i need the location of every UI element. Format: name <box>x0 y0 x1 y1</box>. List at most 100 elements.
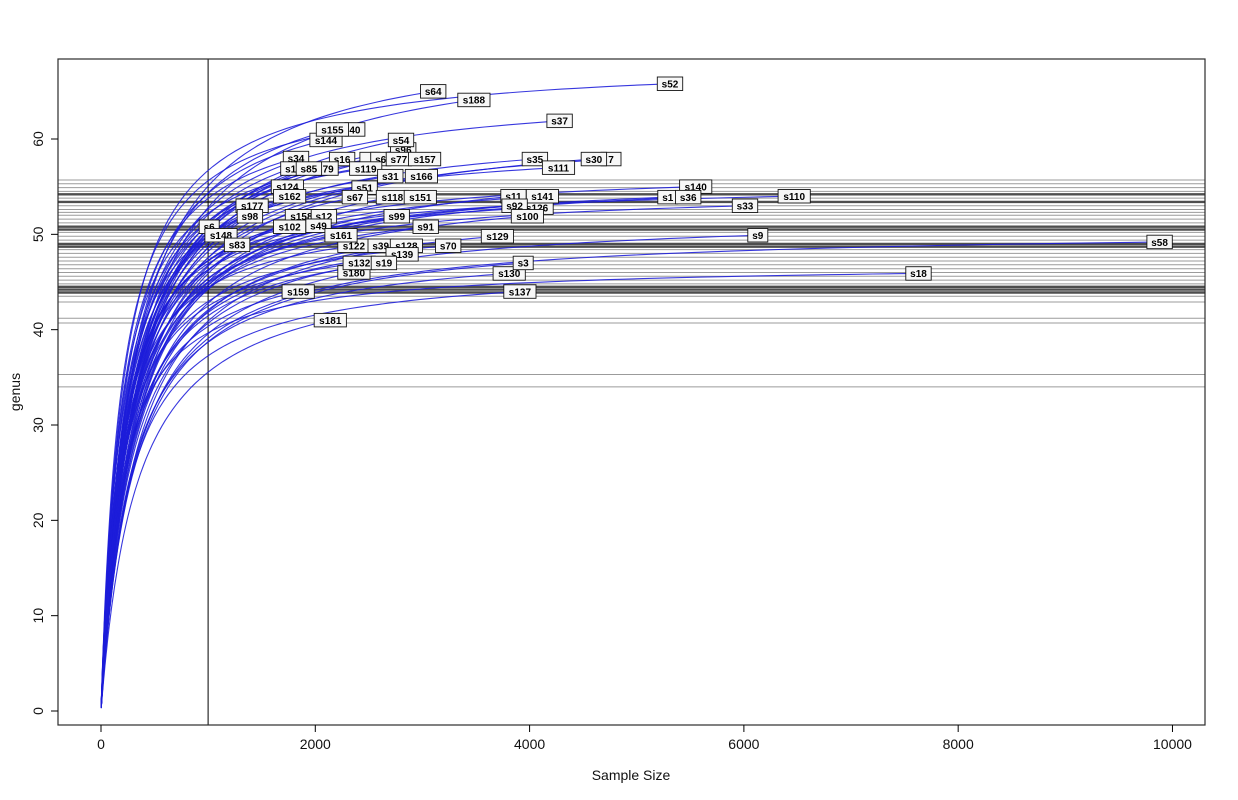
rarefaction-curve-s36 <box>100 196 689 708</box>
y-axis: 0 10 20 30 40 50 60 <box>30 131 58 715</box>
sample-label-s181: s181 <box>313 312 347 328</box>
sample-label-s77: s77 <box>385 151 413 167</box>
sample-label-box <box>546 113 573 129</box>
sample-label-text: s52 <box>662 80 679 91</box>
sample-label-text: s98 <box>242 212 259 223</box>
sample-label-text: 7 <box>608 155 614 166</box>
rarefaction-curve-s122 <box>100 245 354 706</box>
sample-label-text: s180 <box>343 268 366 279</box>
sample-label-s30: s30 <box>580 151 608 167</box>
sample-label-text: s37 <box>551 117 568 128</box>
sample-label-text: s122 <box>343 242 366 253</box>
sample-label-text: s188 <box>463 96 486 107</box>
sample-label-text: s99 <box>388 212 405 223</box>
sample-label-s129: s129 <box>480 229 514 244</box>
sample-label-box <box>403 189 437 205</box>
sample-label-text: s129 <box>486 232 509 243</box>
x-axis-title: Sample Size <box>592 767 671 783</box>
sample-label-text: s140 <box>685 183 708 194</box>
sample-label-s91: s91 <box>412 219 439 234</box>
sample-label-s3: s3 <box>512 255 534 271</box>
sample-label-text: s6 <box>375 155 387 166</box>
sample-label-s58: s58 <box>1146 234 1173 250</box>
sample-label-text: s102 <box>278 223 301 234</box>
sample-label-text: s30 <box>586 155 603 166</box>
sample-label-text: s177 <box>241 202 264 213</box>
sample-label-box <box>457 92 491 108</box>
rarefaction-curve-s9 <box>100 234 758 708</box>
sample-label-text: s132 <box>348 259 371 270</box>
sample-label-text: s11 <box>505 192 522 203</box>
y-tick-label: 10 <box>30 608 46 624</box>
rarefaction-curve-s110 <box>100 195 795 706</box>
sample-label-text: s51 <box>356 183 373 194</box>
sample-label-box <box>1146 234 1173 250</box>
sample-label-s188: s188 <box>457 92 491 108</box>
sample-label-text: s139 <box>391 250 414 261</box>
sample-label-s85: s85 <box>295 161 323 176</box>
sample-label-text: s137 <box>509 287 532 298</box>
sample-label-s141: s141 <box>525 189 559 204</box>
sample-label-s98: s98 <box>236 209 264 224</box>
sample-label-text: s158 <box>290 212 313 223</box>
sample-label-box <box>404 168 438 184</box>
sample-label-s132: s132 <box>342 255 376 271</box>
sample-label-box <box>273 219 307 234</box>
sample-label-text: s128 <box>395 242 418 253</box>
y-tick-label: 50 <box>30 226 46 242</box>
sample-label-text: s159 <box>287 287 310 298</box>
y-tick-label: 20 <box>30 512 46 528</box>
sample-label-s166: s166 <box>404 168 438 184</box>
sample-label-s118: s118 <box>375 189 409 205</box>
sample-label-s157: s157 <box>408 151 442 167</box>
sample-label-s18: s18 <box>905 266 932 281</box>
rarefaction-curves-layer <box>100 83 1160 709</box>
sample-label-s155: s155 <box>315 122 349 137</box>
sample-label-text: s148 <box>210 231 233 242</box>
sample-label-box <box>236 209 264 224</box>
sample-label-box <box>656 76 684 91</box>
sample-label-text: s9 <box>752 231 764 242</box>
sample-label-s19: s19 <box>370 255 398 271</box>
sample-label-text: s1 <box>662 193 674 204</box>
sample-label-text: 40 <box>349 125 361 136</box>
x-tick-label: 8000 <box>943 736 974 752</box>
sample-label-text: s83 <box>229 241 246 252</box>
sample-label-s151: s151 <box>403 189 437 205</box>
sample-label-s111: s111 <box>541 160 576 175</box>
sample-label-box <box>420 84 447 99</box>
y-tick-label: 0 <box>30 707 46 715</box>
x-axis: 0 2000 4000 6000 8000 10000 <box>97 725 1192 752</box>
sample-label-s162: s162 <box>273 189 307 204</box>
rarefaction-curve-s18 <box>100 272 919 707</box>
sample-label-text: s19 <box>376 259 393 270</box>
rarefaction-curve-s137 <box>100 290 520 708</box>
sample-label-box <box>905 266 932 281</box>
sample-label-s54: s54 <box>387 132 415 148</box>
sample-label-s83: s83 <box>223 237 251 253</box>
x-tick-label: 4000 <box>514 736 545 752</box>
sample-label-text: s6 <box>204 223 216 234</box>
sample-label-s33: s33 <box>731 198 759 213</box>
sample-label-box <box>341 189 369 205</box>
sample-label-s70: s70 <box>435 238 462 253</box>
sample-label-box <box>731 198 759 213</box>
sample-label-box <box>315 122 349 137</box>
plot-border <box>57 58 1206 726</box>
sample-label-box <box>324 228 358 243</box>
sample-label-box <box>349 161 383 176</box>
sample-label-s64: s64 <box>420 84 447 99</box>
sample-label-text: s92 <box>506 202 523 213</box>
sample-label-text: s1 <box>285 164 297 175</box>
sample-label-text: s16 <box>334 155 351 166</box>
sample-label-box <box>503 284 537 299</box>
sample-label-box <box>223 237 251 253</box>
sample-label-box <box>377 168 404 184</box>
sample-label-text: s161 <box>330 231 353 242</box>
rarefaction-curve-s52 <box>100 83 671 705</box>
sample-label-text: s181 <box>319 316 342 327</box>
sample-label-s161: s161 <box>324 228 358 243</box>
sample-label-text: s100 <box>516 212 539 223</box>
sample-label-box <box>510 209 544 224</box>
